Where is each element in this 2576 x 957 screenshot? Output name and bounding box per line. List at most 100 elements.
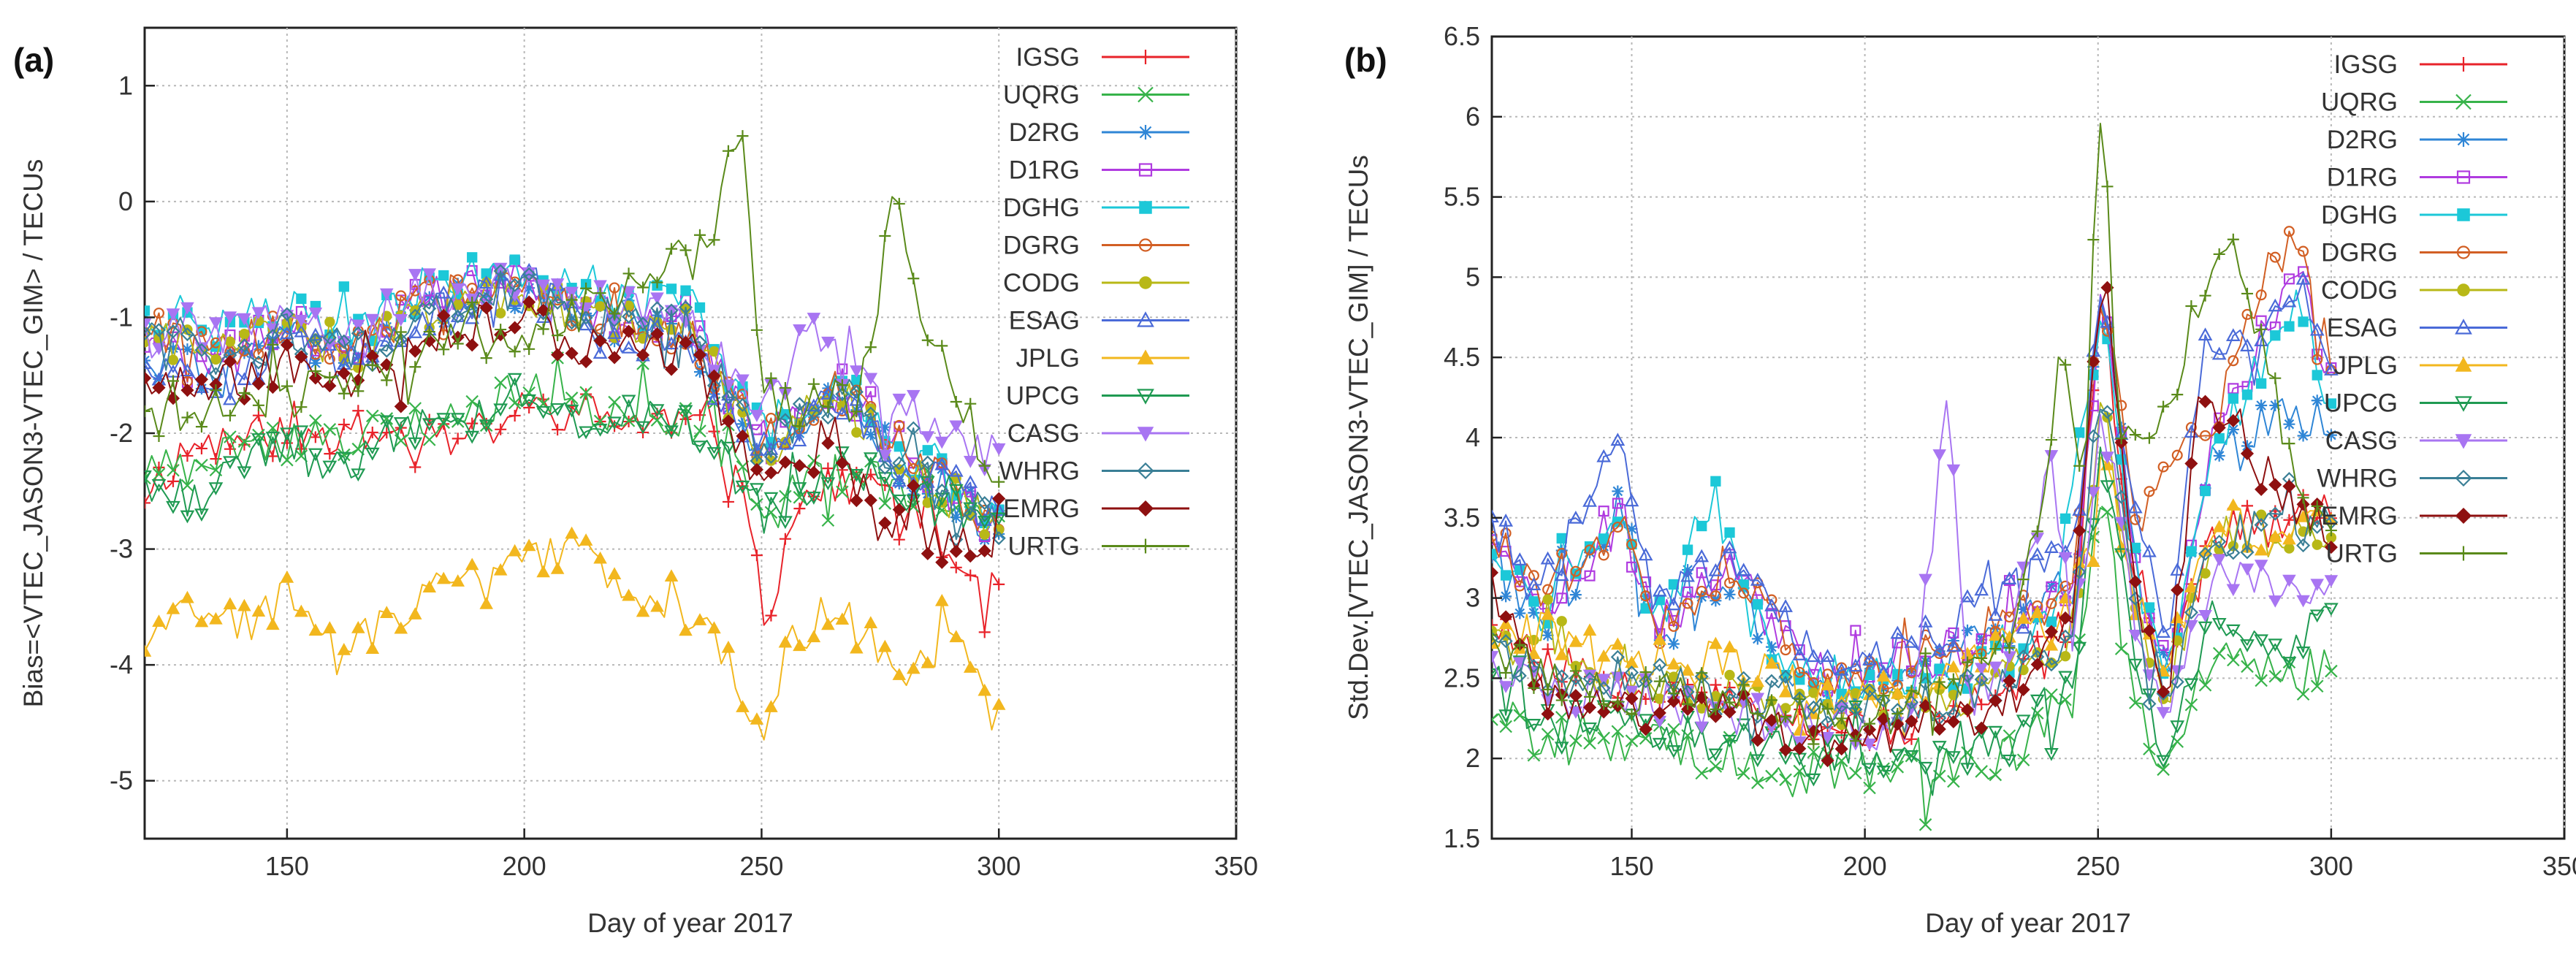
panel-b-point-d2rg	[1612, 485, 1624, 497]
panel-b-point-whrg	[2086, 429, 2100, 443]
panel-b-point-esag	[2072, 503, 2087, 516]
panel-b-y-tick-label: 2	[1466, 743, 1480, 773]
panel-b-legend-label-dgrg: DGRG	[2321, 239, 2398, 267]
panel-b-legend-marker-d1rg	[2456, 170, 2471, 184]
panel-b-point-esag	[2156, 625, 2171, 638]
panel-a-point-upcg	[807, 492, 821, 505]
panel-a-y-tick-label: -2	[110, 418, 133, 448]
panel-a-point-igsg	[893, 533, 905, 546]
panel-b-point-upcg	[1960, 763, 1975, 777]
panel-b-point-whrg	[1610, 649, 1625, 664]
panel-a-point-esag	[237, 372, 252, 386]
panel-a-point-dgrg	[196, 326, 207, 338]
panel-b-point-d1rg	[1598, 506, 1609, 517]
panel-a-point-emrg	[821, 436, 835, 450]
panel-a-point-esag	[592, 346, 608, 359]
panel-b-point-casg	[2058, 552, 2073, 565]
panel-b-legend-label-esag: ESAG	[2327, 314, 2398, 343]
panel-a-point-esag	[991, 503, 1007, 516]
panel-b-point-urtg	[2199, 289, 2211, 302]
panel-b-point-uqrg	[1569, 734, 1582, 747]
panel-b-point-d2rg	[1696, 590, 1708, 603]
panel-b-point-casg	[2044, 450, 2059, 462]
panel-a-point-whrg	[465, 302, 479, 316]
panel-a-point-urtg	[964, 397, 977, 410]
panel-a-legend-marker-esag	[1137, 311, 1154, 327]
panel-a-point-casg	[892, 393, 907, 406]
panel-b-point-upcg	[2156, 755, 2171, 769]
panel-a-point-igsg	[964, 569, 977, 582]
panel-b-point-esag	[1554, 568, 1569, 582]
panel-a-point-igsg	[309, 431, 321, 443]
panel-a-point-esag	[507, 294, 522, 307]
panel-a-point-emrg	[864, 493, 877, 507]
panel-b-point-casg	[1569, 706, 1583, 719]
panel-a-point-d2rg	[950, 511, 962, 524]
panel-a-point-d2rg	[252, 340, 264, 352]
panel-a-point-upcg	[379, 415, 395, 429]
panel-b-point-upcg	[2016, 714, 2031, 728]
panel-a-point-jplg	[921, 655, 935, 668]
panel-b-point-urtg	[2031, 525, 2043, 538]
panel-a-legend-label-codg: CODG	[1003, 269, 1080, 297]
panel-b-plot-frame	[1490, 35, 2566, 840]
panel-b-point-upcg	[1582, 722, 1597, 736]
panel-b-point-upcg	[2114, 548, 2129, 562]
panel-b-line-whrg	[1492, 408, 2332, 746]
panel-b-point-upcg	[1652, 738, 1667, 751]
panel-b-point-emrg	[1653, 706, 1666, 720]
panel-a-point-whrg	[835, 386, 850, 402]
panel-a-point-casg	[864, 373, 878, 386]
panel-b-point-emrg	[2016, 682, 2030, 697]
panel-a-point-whrg	[906, 421, 921, 435]
panel-a-legend-marker-emrg	[1137, 500, 1154, 517]
panel-b-point-esag	[1974, 582, 1989, 596]
panel-a-point-urtg	[907, 272, 920, 285]
panel-a-point-emrg	[978, 544, 991, 558]
panel-a-point-whrg	[180, 327, 195, 342]
panel-b-y-tick-label: 2.5	[1444, 663, 1480, 693]
panel-a-point-emrg	[394, 400, 408, 413]
panel-b-point-uqrg	[1961, 746, 1974, 760]
panel-b-point-urtg	[1807, 738, 1820, 750]
panel-b-point-jplg	[1778, 685, 1793, 698]
panel-a-point-d1rg	[837, 363, 848, 375]
panel-b-point-jplg	[1709, 636, 1723, 649]
panel-b-point-dgrg	[1556, 548, 1568, 560]
panel-a-point-emrg	[679, 335, 693, 350]
panel-a-point-emrg	[622, 324, 636, 338]
panel-a-point-emrg	[152, 381, 166, 394]
panel-b-point-urtg	[1989, 643, 2002, 655]
panel-a-point-whrg	[251, 355, 266, 370]
panel-a-point-whrg	[820, 411, 835, 425]
panel-a-point-jplg	[978, 683, 992, 696]
panel-b-point-uqrg	[2045, 688, 2058, 701]
panel-b-point-urtg	[1751, 708, 1764, 720]
panel-b-point-whrg	[2226, 546, 2241, 560]
panel-a-point-urtg	[145, 405, 150, 417]
panel-b-point-uqrg	[1849, 766, 1862, 780]
panel-b-point-emrg	[2282, 479, 2296, 493]
panel-b-legend-marker-dghg	[2457, 208, 2470, 221]
panel-b-point-urtg	[1710, 704, 1722, 716]
panel-a-point-d1rg	[865, 386, 877, 397]
panel-a-point-jplg	[764, 700, 778, 712]
panel-a-point-esag	[607, 326, 622, 339]
panel-b-point-dgrg	[1780, 644, 1791, 656]
panel-b-point-urtg	[2297, 492, 2309, 504]
panel-a-point-codg	[979, 529, 990, 540]
panel-a-point-casg	[209, 317, 223, 329]
panel-a-point-uqrg	[565, 392, 579, 405]
panel-a-point-uqrg	[366, 409, 379, 423]
panel-b-point-upcg	[2184, 678, 2199, 692]
panel-a-point-jplg	[422, 580, 437, 592]
panel-a-point-upcg	[649, 404, 665, 418]
panel-a-point-jplg	[679, 623, 693, 636]
panel-b-x-axis-label: Day of year 2017	[1925, 908, 2131, 938]
panel-a-point-emrg	[664, 362, 679, 376]
panel-a-point-igsg	[750, 549, 763, 562]
panel-a-point-emrg	[408, 344, 422, 358]
panel-a-point-jplg	[536, 565, 550, 578]
panel-b-point-urtg	[1653, 675, 1666, 687]
panel-b-legend-marker-upcg	[2455, 396, 2472, 412]
